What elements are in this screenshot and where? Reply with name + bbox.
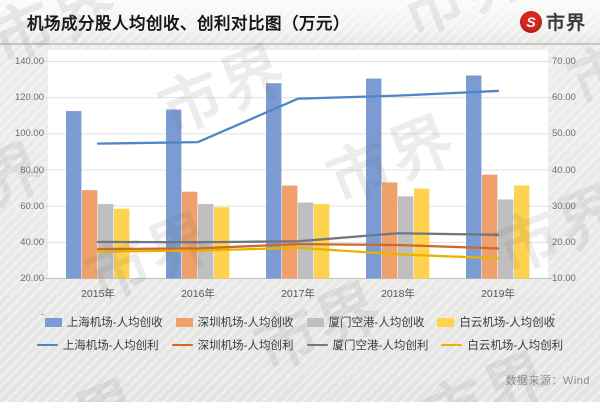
bar-白云机场-人均创收 <box>514 185 530 279</box>
legend-item: 厦门空港-人均创收 <box>306 314 425 330</box>
x-axis-label: 2019年 <box>481 287 515 300</box>
legend-item: 深圳机场-人均创利 <box>171 337 294 353</box>
axis-tick-label: 20.00 <box>552 236 576 248</box>
data-source: 数据来源：Wind <box>505 375 590 387</box>
chart-area: 140.00 120.00 100.00 80.00 60.00 40.00 20.00- … <box>0 45 600 402</box>
bar-深圳机场-人均创收 <box>482 174 498 279</box>
legend-item: 厦门空港-人均创利 <box>306 337 429 353</box>
axis-tick-label: 140.00 <box>14 56 44 67</box>
legend-line-series: 上海机场-人均创利 深圳机场-人均创利 厦门空港-人均创利 白云机场-人均创利 <box>0 337 600 353</box>
bar-厦门空港-人均创收 <box>498 199 514 279</box>
bar-白云机场-人均创收 <box>114 208 130 279</box>
legend-line-swatch-icon <box>36 343 58 347</box>
bar-上海机场-人均创收 <box>166 109 182 279</box>
legend-bar-swatch-icon <box>306 317 324 327</box>
bar-上海机场-人均创收 <box>66 111 82 279</box>
bar-深圳机场-人均创收 <box>82 190 98 279</box>
axis-tick-label: 60.00 <box>552 92 576 104</box>
x-axis-label: 2016年 <box>181 287 215 300</box>
line-白云机场-人均创利 <box>96 246 500 260</box>
bar-上海机场-人均创收 <box>266 83 282 279</box>
page-title: 机场成分股人均创收、创利对比图（万元） <box>27 14 350 33</box>
legend-label: 深圳机场-人均创利 <box>197 340 294 352</box>
legend-label: 上海机场-人均创利 <box>62 340 159 352</box>
axis-tick-label: 30.00 <box>552 200 576 212</box>
legend-bar-series: 上海机场-人均创收 深圳机场-人均创收 厦门空港-人均创收 白云机场-人均创收 <box>0 314 600 330</box>
legend-bar-swatch-icon <box>175 317 193 327</box>
legend-item: 上海机场-人均创收 <box>44 314 163 330</box>
axis-tick-label: 70.00 <box>552 56 576 67</box>
line-上海机场-人均创利 <box>96 89 500 145</box>
legend-label: 白云机场-人均创利 <box>467 340 564 352</box>
bar-厦门空港-人均创收 <box>398 196 414 279</box>
legend-line-swatch-icon <box>306 343 328 347</box>
legend-line-swatch-icon <box>441 343 463 347</box>
legend-item: 深圳机场-人均创收 <box>175 314 294 330</box>
legend-bar-swatch-icon <box>437 317 455 327</box>
line-深圳机场-人均创利 <box>96 242 500 251</box>
bar-上海机场-人均创收 <box>466 75 482 279</box>
legend-label: 上海机场-人均创收 <box>66 317 163 329</box>
legend-line-swatch-icon <box>171 343 193 347</box>
bar-深圳机场-人均创收 <box>282 185 298 279</box>
legend-label: 厦门空港-人均创利 <box>332 340 429 352</box>
brand-s-circle-icon: S <box>519 10 542 33</box>
legend-label: 白云机场-人均创收 <box>459 317 556 329</box>
axis-tick-label: 60.00 <box>20 200 44 212</box>
axis-tick-label: - <box>40 309 44 321</box>
title-bar: 机场成分股人均创收、创利对比图（万元） S 市界 <box>0 0 600 45</box>
bar-深圳机场-人均创收 <box>382 182 398 279</box>
line-厦门空港-人均创利 <box>96 232 500 244</box>
legend-item: 白云机场-人均创收 <box>437 314 555 330</box>
axis-tick-label: 10.00 <box>552 273 576 284</box>
plot-canvas <box>44 50 552 279</box>
x-axis-label: 2018年 <box>381 287 415 300</box>
axis-tick-label: - <box>552 309 556 321</box>
axis-tick-label: 50.00 <box>552 128 576 140</box>
bar-深圳机场-人均创收 <box>182 191 198 279</box>
axis-tick-label: 120.00 <box>14 92 44 104</box>
axis-tick-label: 40.00 <box>552 164 576 176</box>
brand-logo: S 市界 <box>519 8 586 35</box>
axis-tick-label: 40.00 <box>20 236 44 248</box>
axis-tick-label: 80.00 <box>20 164 44 176</box>
legend-bar-swatch-icon <box>44 317 62 327</box>
axis-tick-label: 100.00 <box>14 128 44 140</box>
legend-label: 深圳机场-人均创收 <box>197 317 294 329</box>
legend-item: 白云机场-人均创利 <box>441 337 563 353</box>
legend-item: 上海机场-人均创利 <box>36 337 159 353</box>
axis-tick-label: 20.00 <box>20 273 44 284</box>
x-axis-label: 2017年 <box>281 287 315 300</box>
bar-白云机场-人均创收 <box>314 204 330 279</box>
bar-上海机场-人均创收 <box>366 78 382 279</box>
legend-label: 厦门空港-人均创收 <box>328 317 425 329</box>
brand-name: 市界 <box>545 13 586 34</box>
x-axis-label: 2015年 <box>81 287 115 300</box>
